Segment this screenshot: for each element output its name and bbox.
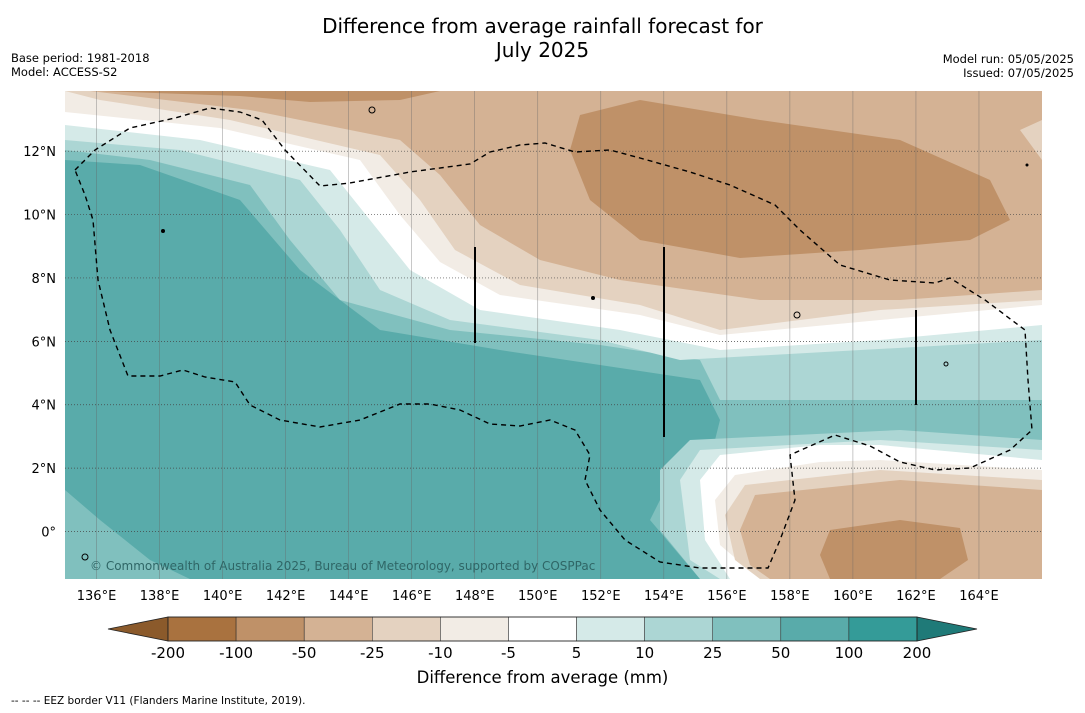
island [591, 296, 595, 300]
band-minus50-south [820, 520, 968, 579]
lon-tick-label: 144°E [329, 589, 369, 604]
colorbar-tick-label: -200 [151, 644, 185, 662]
lon-tick-label: 158°E [770, 589, 810, 604]
colorbar-swatch [440, 616, 509, 642]
island [368, 106, 376, 114]
lon-tick-label: 154°E [644, 589, 684, 604]
lon-tick-label: 160°E [833, 589, 873, 604]
lon-tick-label: 148°E [455, 589, 495, 604]
title-line-1: Difference from average rainfall forecas… [322, 14, 763, 38]
eez-footnote: -- -- -- EEZ border V11 (Flanders Marine… [11, 695, 306, 707]
lon-tick-label: 150°E [518, 589, 558, 604]
island [793, 311, 801, 319]
colorbar-tick-label: 25 [703, 644, 722, 662]
colorbar-arrow-low [107, 616, 169, 642]
island [161, 229, 165, 233]
colorbar-tick-label: 10 [635, 644, 654, 662]
colorbar: -200 -100 -50 -25 -10 -5 5 10 25 50 100 200 [107, 616, 978, 662]
colorbar-swatch [576, 616, 645, 642]
band-minus50-top [100, 91, 440, 102]
island [81, 553, 89, 561]
lon-tick-label: 152°E [581, 589, 621, 604]
lon-tick-label: 142°E [266, 589, 306, 604]
island [1025, 163, 1029, 167]
colorbar-tick-label: -10 [428, 644, 453, 662]
lat-tick-label: 10°N [23, 209, 56, 224]
lat-tick-label: 8°N [32, 272, 57, 287]
colorbar-swatch [235, 616, 305, 642]
colorbar-swatch [780, 616, 850, 642]
lon-tick-label: 164°E [959, 589, 999, 604]
colorbar-label: Difference from average (mm) [416, 668, 669, 687]
map-plot: © Commonwealth of Australia 2025, Bureau… [65, 91, 1042, 579]
colorbar-swatch [303, 616, 373, 642]
colorbar-swatch [167, 616, 237, 642]
colorbar-tick-label: -5 [501, 644, 516, 662]
colorbar-tick-label: 100 [835, 644, 864, 662]
colorbar-swatch [508, 616, 577, 642]
meta-left: Base period: 1981-2018 Model: ACCESS-S2 [11, 51, 150, 79]
chart-title: Difference from average rainfall forecas… [0, 14, 1085, 62]
lat-tick-label: 4°N [32, 399, 57, 414]
issued-date: Issued: 07/05/2025 [963, 66, 1074, 80]
lat-tick-labels: 12°N 10°N 8°N 6°N 4°N 2°N 0° [23, 145, 56, 540]
lon-tick-label: 156°E [707, 589, 747, 604]
lon-tick-label: 138°E [140, 589, 180, 604]
colorbar-swatch [848, 616, 918, 642]
band-minus10-ne [1020, 120, 1042, 160]
colorbar-tick-label: -25 [360, 644, 385, 662]
model-run: Model run: 05/05/2025 [942, 52, 1074, 66]
base-period: Base period: 1981-2018 [11, 51, 150, 65]
island [943, 361, 949, 367]
title-line-2: July 2025 [495, 38, 590, 62]
colorbar-arrow-high [916, 616, 978, 642]
lat-tick-label: 6°N [32, 335, 57, 350]
colorbar-swatch [712, 616, 782, 642]
lon-tick-labels: 136°E 138°E 140°E 142°E 144°E 146°E 148°E 150°E… [77, 589, 999, 604]
eez-border [74, 107, 1033, 569]
colorbar-tick-label: 200 [903, 644, 932, 662]
colorbar-tick-label: -100 [219, 644, 253, 662]
lat-tick-label: 12°N [23, 145, 56, 160]
lon-tick-label: 136°E [77, 589, 117, 604]
lat-tick-label: 0° [41, 525, 56, 540]
lon-tick-label: 162°E [896, 589, 936, 604]
meta-right: Model run: 05/05/2025 Issued: 07/05/2025 [943, 52, 1074, 80]
colorbar-swatch [644, 616, 713, 642]
lon-tick-label: 146°E [392, 589, 432, 604]
copyright-text: © Commonwealth of Australia 2025, Bureau… [90, 559, 595, 573]
colorbar-tick-label: -50 [292, 644, 317, 662]
model-name: Model: ACCESS-S2 [11, 65, 118, 79]
lat-tick-label: 2°N [32, 462, 57, 477]
colorbar-swatch [372, 616, 441, 642]
colorbar-tick-label: 50 [771, 644, 790, 662]
lon-tick-label: 140°E [203, 589, 243, 604]
colorbar-tick-label: 5 [572, 644, 582, 662]
